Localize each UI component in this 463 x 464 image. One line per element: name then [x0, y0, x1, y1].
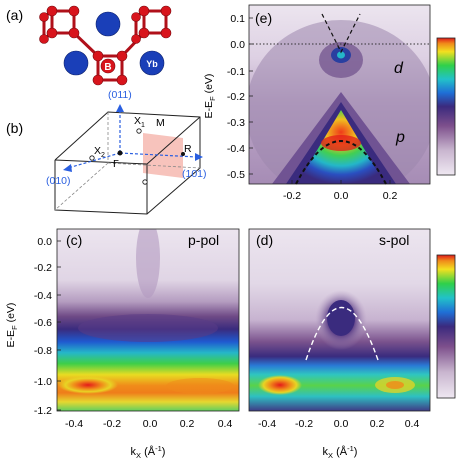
panel-d-label: (d) — [256, 232, 273, 248]
panel-d-xticks: -0.4 -0.2 0.0 0.2 0.4 — [258, 418, 419, 430]
panel-b-label: (b) — [6, 120, 23, 136]
band-p-label: p — [395, 129, 405, 146]
panel-e-xtick-marks — [291, 180, 391, 184]
p-band-guide — [295, 140, 387, 185]
panel-d-polarization: s-pol — [379, 232, 409, 248]
svg-text:0.0: 0.0 — [334, 418, 349, 430]
boron-atom-labeled — [100, 58, 116, 74]
x2-label: X2 — [94, 145, 105, 159]
svg-text:-0.1: -0.1 — [227, 66, 245, 78]
svg-text:-0.2: -0.2 — [295, 418, 313, 430]
panel-c-ytick-marks — [57, 240, 61, 411]
panel-c-label: (c) — [66, 232, 82, 248]
panel-b: (b) (011) (010) (101) — [6, 89, 207, 215]
dir-011-label: (011) — [108, 89, 132, 101]
m-label: M — [156, 117, 165, 129]
dir-010-label: (010) — [46, 175, 71, 187]
ytterbium-label: Yb — [146, 59, 158, 69]
x1-point — [136, 128, 142, 134]
boron-cluster-center — [96, 54, 124, 82]
panel-e: (e) d p 0.1 0.0 -0.1 -0.2 -0.3 -0.4 -0.5… — [203, 4, 456, 202]
panel-d: (d) s-pol -0.4 -0.2 0.0 0.2 0.4 kX (Å-1) — [248, 228, 456, 460]
svg-text:-0.4: -0.4 — [34, 290, 52, 302]
r-label: R — [184, 143, 192, 155]
x2-point — [89, 155, 95, 161]
x-point-lower — [142, 179, 148, 185]
svg-text:-0.2: -0.2 — [283, 190, 301, 202]
panel-d-image — [249, 229, 430, 411]
svg-text:-1.2: -1.2 — [34, 405, 52, 417]
band-d-label: d — [394, 60, 404, 77]
panel-cd-ylabel: E-EF (eV) — [5, 303, 19, 348]
colorbar-top — [436, 37, 456, 176]
svg-text:0.4: 0.4 — [405, 418, 420, 430]
svg-text:0.0: 0.0 — [37, 236, 52, 248]
svg-text:-0.2: -0.2 — [227, 91, 245, 103]
panel-c-polarization: p-pol — [188, 232, 219, 248]
bz-hidden-edges — [54, 112, 201, 211]
svg-text:0.2: 0.2 — [370, 418, 385, 430]
svg-text:-0.4: -0.4 — [65, 418, 83, 430]
panel-c-xticks: -0.4 -0.2 0.0 0.2 0.4 — [65, 418, 232, 430]
boron-octahedra — [42, 9, 168, 82]
svg-text:-0.5: -0.5 — [227, 169, 245, 181]
panel-cd-yticks: 0.0 -0.2 -0.4 -0.6 -0.8 -1.0 -1.2 — [34, 236, 52, 417]
s-pol-band-guide — [305, 306, 379, 361]
boron-atoms — [39, 5, 172, 86]
d-band-guide — [321, 13, 361, 54]
dir-101-label: (101) — [182, 168, 207, 180]
panel-e-ytick-marks — [249, 17, 253, 175]
svg-text:-0.2: -0.2 — [34, 262, 52, 274]
boron-cluster-left — [50, 9, 76, 35]
r-point — [181, 152, 185, 156]
bz-axes — [67, 108, 198, 169]
panel-c-image — [57, 229, 239, 411]
svg-text:0.4: 0.4 — [218, 418, 233, 430]
svg-text:0.2: 0.2 — [383, 190, 398, 202]
colorbar-bottom — [436, 254, 456, 399]
panel-e-image — [249, 5, 430, 184]
panel-a-label: (a) — [6, 7, 23, 23]
svg-text:0.1: 0.1 — [230, 13, 245, 25]
boron-label: B — [104, 62, 111, 73]
gamma-label: Γ — [113, 158, 119, 170]
svg-text:0.0: 0.0 — [334, 190, 349, 202]
svg-text:0.0: 0.0 — [230, 39, 245, 51]
panel-a: (a) B Yb — [6, 5, 172, 86]
svg-text:-0.2: -0.2 — [103, 418, 121, 430]
svg-text:-0.4: -0.4 — [258, 418, 276, 430]
svg-text:-1.0: -1.0 — [34, 376, 52, 388]
gamma-point — [117, 150, 123, 156]
panel-e-label: (e) — [255, 10, 272, 26]
svg-text:0.0: 0.0 — [143, 418, 158, 430]
panel-e-yticks: 0.1 0.0 -0.1 -0.2 -0.3 -0.4 -0.5 — [227, 13, 245, 181]
ytterbium-atoms — [63, 11, 165, 76]
panel-e-xticks: -0.2 0.0 0.2 — [283, 190, 397, 202]
panel-d-xlabel: kX (Å-1) — [323, 444, 358, 460]
bz-axis-arrows — [63, 104, 203, 172]
svg-text:-0.4: -0.4 — [227, 143, 245, 155]
panel-c: (c) p-pol 0.0 -0.2 -0.4 -0.6 -0.8 -1.0 -… — [5, 228, 240, 460]
panel-c-xlabel: kX (Å-1) — [131, 444, 166, 460]
svg-text:-0.8: -0.8 — [34, 345, 52, 357]
svg-text:-0.3: -0.3 — [227, 117, 245, 129]
svg-text:0.2: 0.2 — [180, 418, 195, 430]
x1-label: X1 — [134, 115, 145, 129]
panel-e-ylabel: E-EF (eV) — [203, 74, 217, 119]
boron-cluster-right — [142, 9, 168, 35]
svg-text:-0.6: -0.6 — [34, 317, 52, 329]
